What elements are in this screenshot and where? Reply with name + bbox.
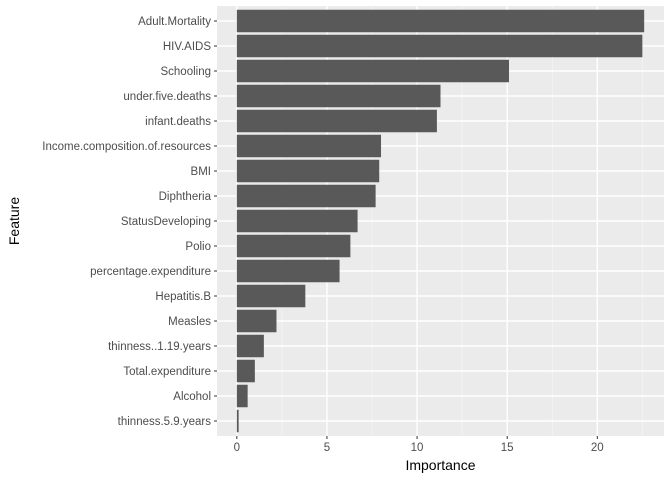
x-tick-label: 10 <box>411 442 424 454</box>
bar-hepatitis-b <box>236 284 306 308</box>
y-tick-label: thinness..1.19.years <box>108 341 211 353</box>
bar-schooling <box>236 59 509 83</box>
y-tick-label: Diphtheria <box>159 191 212 203</box>
bar-thinness-1-19-years <box>236 334 264 358</box>
bar-measles <box>236 309 277 333</box>
y-axis-title: Feature <box>6 197 22 245</box>
bar-statusdeveloping <box>236 209 358 233</box>
bar-thinness-5-9-years <box>236 409 239 433</box>
y-tick-label: BMI <box>191 166 211 178</box>
y-tick-label: under.five.deaths <box>123 91 211 103</box>
y-tick-label: Income.composition.of.resources <box>42 141 211 153</box>
bar-bmi <box>236 159 380 183</box>
bar-infant-deaths <box>236 109 437 133</box>
bar-polio <box>236 234 351 258</box>
y-tick-label: Alcohol <box>173 391 211 403</box>
x-axis-title: Importance <box>405 457 475 473</box>
bar-alcohol <box>236 384 248 408</box>
y-tick-label: thinness.5.9.years <box>118 416 212 428</box>
y-tick-label: Polio <box>185 241 211 253</box>
y-tick-label: HIV.AIDS <box>163 41 211 53</box>
bar-hiv-aids <box>236 34 643 58</box>
x-tick-label: 15 <box>501 442 514 454</box>
bar-total-expenditure <box>236 359 255 383</box>
bar-income-composition-of-resources <box>236 134 382 158</box>
bar-adult-mortality <box>236 9 645 33</box>
y-axis: Adult.Mortality HIV.AIDS Schooling under.fi… <box>42 16 217 428</box>
x-tick-label: 0 <box>234 442 240 454</box>
bar-under-five-deaths <box>236 84 441 108</box>
y-tick-label: percentage.expenditure <box>90 266 211 278</box>
y-tick-label: Measles <box>168 316 211 328</box>
x-axis: 0 5 10 15 20 <box>234 436 604 454</box>
y-tick-label: Schooling <box>160 66 211 78</box>
y-tick-label: StatusDeveloping <box>121 216 211 228</box>
y-tick-label: infant.deaths <box>145 116 211 128</box>
y-tick-label: Total.expenditure <box>123 366 211 378</box>
bar-percentage-expenditure <box>236 259 340 283</box>
y-tick-label: Adult.Mortality <box>138 16 211 28</box>
bar-diphtheria <box>236 184 376 208</box>
y-tick-label: Hepatitis.B <box>155 291 211 303</box>
x-tick-label: 20 <box>591 442 604 454</box>
x-tick-label: 5 <box>324 442 330 454</box>
bars-layer <box>236 9 645 433</box>
